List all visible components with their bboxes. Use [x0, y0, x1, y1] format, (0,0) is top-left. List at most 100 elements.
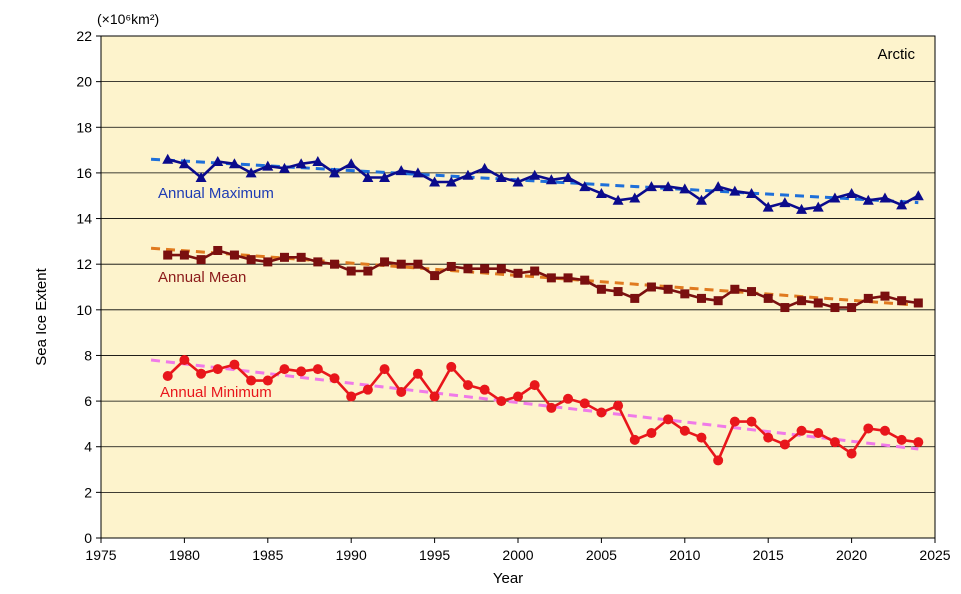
annual-maximum-point-1987: [295, 158, 307, 169]
annual-minimum-point-1993: [396, 386, 407, 397]
axis-ticks: 0 2 4 6 8 10 12 14 16 18 20 22 1975 1980 1985 1990 1995 2…: [76, 28, 950, 563]
annual-maximum-point-1980: [178, 158, 190, 169]
annual-minimum-point-1989: [329, 373, 340, 384]
annual-minimum-point-2012: [713, 455, 724, 466]
annual-minimum-point-2024: [913, 437, 924, 448]
annual-minimum-point-2018: [813, 428, 824, 439]
annual-mean-point-2022: [880, 291, 890, 301]
annual-minimum-point-2020: [846, 448, 857, 459]
annual-minimum-point-1982: [212, 364, 223, 375]
annual-mean-point-2024: [913, 298, 923, 308]
y-tick-label-18: 18: [76, 119, 92, 135]
annual-maximum-point-1994: [412, 167, 424, 178]
x-tick-label-1985: 1985: [252, 547, 283, 563]
annual-maximum-point-1996: [445, 176, 457, 187]
annual-mean-point-1986: [279, 252, 289, 262]
annual-maximum-point-1995: [429, 176, 441, 187]
annual-minimum-point-1980: [179, 355, 190, 366]
annual-mean-point-2009: [663, 284, 673, 294]
annual-mean-series-label: Annual Mean: [158, 269, 246, 286]
annual-minimum-point-2011: [696, 432, 707, 443]
y-tick-label-0: 0: [84, 530, 92, 546]
x-tick-label-1995: 1995: [419, 547, 450, 563]
annual-maximum-point-2011: [695, 194, 707, 205]
annual-mean-point-1993: [396, 259, 406, 269]
annual-minimum-point-2006: [613, 400, 624, 411]
annual-minimum-point-1986: [279, 364, 290, 375]
annual-minimum-point-2002: [546, 402, 557, 413]
y-tick-label-4: 4: [84, 439, 92, 455]
annual-mean-point-1979: [163, 250, 173, 260]
chart-title: Arctic: [878, 46, 916, 63]
y-tick-label-8: 8: [84, 347, 92, 363]
annual-mean-point-2018: [813, 298, 823, 308]
annual-mean-point-2020: [847, 303, 857, 313]
x-tick-label-2005: 2005: [586, 547, 617, 563]
annual-minimum-point-2023: [896, 434, 907, 445]
annual-minimum-point-1991: [362, 384, 373, 395]
annual-mean-point-2021: [863, 293, 873, 303]
annual-minimum-point-1995: [429, 391, 440, 402]
annual-maximum-point-2016: [779, 197, 791, 208]
annual-maximum-point-1983: [228, 158, 240, 169]
annual-maximum-point-2018: [812, 201, 824, 212]
annual-mean-point-2002: [546, 273, 556, 283]
annual-mean-point-2005: [596, 284, 606, 294]
x-tick-label-1990: 1990: [336, 547, 367, 563]
annual-mean-line: [167, 249, 919, 309]
annual-maximum-point-1997: [462, 169, 474, 180]
annual-minimum-point-1992: [379, 364, 390, 375]
y-tick-label-20: 20: [76, 74, 92, 90]
annual-maximum-line: [167, 157, 919, 211]
annual-mean-point-1992: [380, 257, 390, 267]
annual-mean-point-2017: [797, 296, 807, 306]
annual-mean-point-2012: [713, 296, 723, 306]
annual-minimum-point-1979: [162, 370, 173, 381]
annual-minimum-point-1997: [462, 380, 473, 391]
unit-label: (×10⁶km²): [97, 11, 159, 27]
annual-maximum-point-1992: [379, 171, 391, 182]
annual-minimum-series-label: Annual Minimum: [160, 384, 272, 401]
annual-maximum-point-2017: [796, 203, 808, 214]
annual-minimum-point-2015: [763, 432, 774, 443]
annual-minimum-point-2021: [863, 423, 874, 434]
annual-minimum-trend-line: [150, 358, 919, 451]
annual-maximum-point-2014: [746, 187, 758, 198]
annual-maximum-point-2004: [579, 181, 591, 192]
annual-mean-point-2011: [696, 293, 706, 303]
annual-minimum-line: [166, 358, 919, 462]
x-tick-label-2000: 2000: [502, 547, 533, 563]
annual-minimum-point-1988: [312, 364, 323, 375]
annual-mean-point-2019: [830, 303, 840, 313]
annual-maximum-point-1981: [195, 171, 207, 182]
annual-maximum-point-1986: [278, 162, 290, 173]
annual-mean-point-1995: [430, 271, 440, 281]
annual-mean-point-2008: [646, 282, 656, 292]
annual-maximum-point-1979: [162, 153, 174, 164]
annual-minimum-point-2007: [629, 434, 640, 445]
annual-mean-point-2023: [897, 296, 907, 306]
annual-minimum-point-1998: [479, 384, 490, 395]
annual-minimum-point-1994: [412, 368, 423, 379]
annual-minimum-point-2016: [779, 439, 790, 450]
x-tick-label-1980: 1980: [169, 547, 200, 563]
x-tick-label-2020: 2020: [836, 547, 867, 563]
annual-mean-point-1989: [330, 259, 340, 269]
x-tick-label-2010: 2010: [669, 547, 700, 563]
annual-maximum-point-1999: [495, 171, 507, 182]
annual-minimum-point-2008: [646, 428, 657, 439]
annual-mean-point-2000: [513, 268, 523, 278]
annual-mean-point-1981: [196, 255, 206, 265]
annual-maximum-point-2010: [679, 183, 691, 194]
annual-maximum-point-1982: [212, 156, 224, 166]
annual-mean-point-2013: [730, 284, 740, 294]
y-tick-label-22: 22: [76, 28, 92, 44]
y-axis-title: Sea Ice Extent: [33, 267, 50, 365]
annual-maximum-point-2023: [896, 199, 908, 210]
annual-minimum-point-1985: [262, 375, 273, 386]
x-axis-title: Year: [493, 570, 523, 587]
y-tick-label-10: 10: [76, 302, 92, 318]
annual-mean-point-1985: [263, 257, 273, 267]
annual-minimum-point-2003: [563, 393, 574, 404]
y-tick-label-12: 12: [76, 256, 92, 272]
